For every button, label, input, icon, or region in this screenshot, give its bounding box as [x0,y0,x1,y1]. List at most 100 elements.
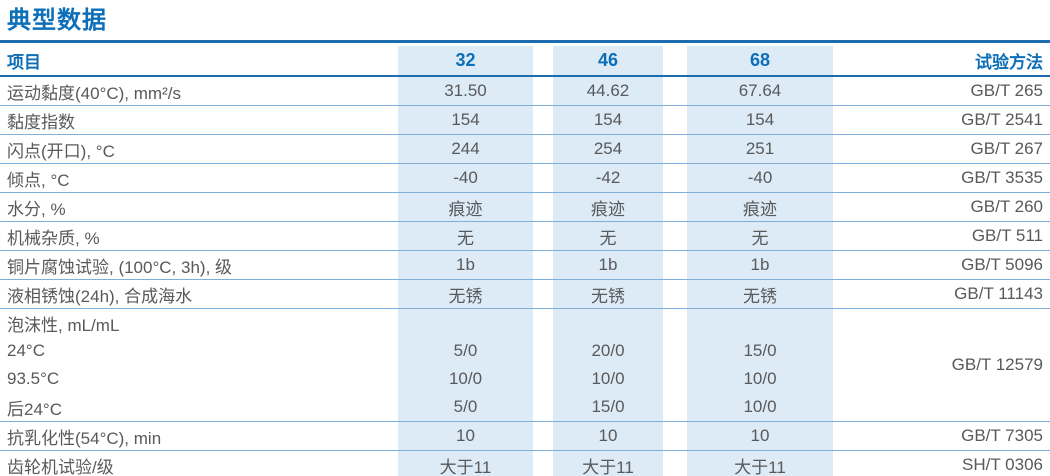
value-68: 大于11 [687,450,833,476]
row-label: 后24°C [7,399,62,419]
table-header-row: 项目 32 46 68 试验方法 [0,46,1050,77]
value-32: 痕迹 [398,192,533,222]
value-46: 15/0 [553,393,663,422]
table-row: 抗乳化性(54°C), min 10 10 10 GB/T 7305 [0,421,1050,451]
column-gap [533,308,553,337]
value-46: 无锈 [553,279,663,309]
test-method: GB/T 260 [833,192,1050,222]
column-header-grade-68: 68 [687,46,833,77]
table-row-foam-sub: 24°C 5/0 20/0 15/0 [0,337,1050,365]
column-gap [533,450,553,476]
column-gap [533,393,553,422]
value-68: 10/0 [687,365,833,393]
value-68: 无锈 [687,279,833,309]
row-label: 机械杂质, % [0,221,398,251]
column-gap [663,308,687,337]
value-68: 无 [687,221,833,251]
column-header-item: 项目 [0,46,398,77]
column-gap [663,46,687,77]
value-46: 痕迹 [553,192,663,222]
row-label: 水分, % [0,192,398,222]
test-method: GB/T 267 [833,134,1050,164]
value-32: -40 [398,163,533,193]
table-row-foam-sub: 后24°C 5/0 15/0 10/0 [0,393,1050,422]
value-32: 10 [398,421,533,451]
column-gap [663,134,687,164]
value-32: 244 [398,134,533,164]
value-46: 无 [553,221,663,251]
column-gap [663,393,687,422]
row-label: 运动黏度(40°C), mm²/s [0,75,398,106]
row-label: 93.5°C [7,369,60,388]
column-header-grade-46: 46 [553,46,663,77]
value-46: 20/0 [553,337,663,365]
column-gap [663,337,687,365]
value-46: -42 [553,163,663,193]
test-method: GB/T 3535 [833,163,1050,193]
row-label: 铜片腐蚀试验, (100°C, 3h), 级 [0,250,398,280]
value-32: 无锈 [398,279,533,309]
column-gap [663,421,687,451]
value-46: 大于11 [553,450,663,476]
column-gap [663,163,687,193]
table-row: 闪点(开口), °C 244 254 251 GB/T 267 [0,134,1050,164]
value-46: 44.62 [553,75,663,106]
table-row: 黏度指数 154 154 154 GB/T 2541 [0,105,1050,135]
row-label: 抗乳化性(54°C), min [0,421,398,451]
test-method: GB/T 12579 [833,308,1050,422]
test-method: SH/T 0306 [833,450,1050,476]
column-gap [663,192,687,222]
column-gap [533,46,553,77]
value-68: 10 [687,421,833,451]
value-68: 痕迹 [687,192,833,222]
value-32: 5/0 [398,337,533,365]
column-gap [533,337,553,365]
column-gap [533,163,553,193]
test-method: GB/T 11143 [833,279,1050,309]
table-row: 水分, % 痕迹 痕迹 痕迹 GB/T 260 [0,192,1050,222]
value-68 [687,308,833,337]
page-title: 典型数据 [7,7,107,34]
value-32 [398,308,533,337]
column-gap [533,192,553,222]
row-label: 闪点(开口), °C [0,134,398,164]
column-gap [533,105,553,135]
row-label: 倾点, °C [0,163,398,193]
value-46: 10 [553,421,663,451]
row-label: 齿轮机试验/级 [0,450,398,476]
value-32: 5/0 [398,393,533,422]
table-row: 液相锈蚀(24h), 合成海水 无锈 无锈 无锈 GB/T 11143 [0,279,1050,309]
test-method: GB/T 265 [833,75,1050,106]
table-row-foam-header: 泡沫性, mL/mL GB/T 12579 [0,308,1050,422]
value-32: 大于11 [398,450,533,476]
column-gap [533,421,553,451]
table-row: 铜片腐蚀试验, (100°C, 3h), 级 1b 1b 1b GB/T 509… [0,250,1050,280]
test-method: GB/T 511 [833,221,1050,251]
row-label: 24°C [7,341,45,360]
value-68: -40 [687,163,833,193]
column-gap [533,134,553,164]
test-method: GB/T 5096 [833,250,1050,280]
typical-data-table: 项目 32 46 68 试验方法 运动黏度(40°C), mm²/s 31.50… [0,46,1050,476]
value-68: 251 [687,134,833,164]
value-32: 31.50 [398,75,533,106]
column-gap [533,221,553,251]
value-68: 154 [687,105,833,135]
table-row: 机械杂质, % 无 无 无 GB/T 511 [0,221,1050,251]
title-rule-divider [0,40,1050,43]
value-68: 67.64 [687,75,833,106]
table-row: 齿轮机试验/级 大于11 大于11 大于11 SH/T 0306 [0,450,1050,476]
value-68: 15/0 [687,337,833,365]
row-label: 泡沫性, mL/mL [0,308,398,337]
value-46: 254 [553,134,663,164]
value-32: 无 [398,221,533,251]
column-gap [663,279,687,309]
column-gap [663,75,687,106]
value-32: 10/0 [398,365,533,393]
column-header-grade-32: 32 [398,46,533,77]
value-46: 10/0 [553,365,663,393]
column-gap [663,105,687,135]
test-method: GB/T 7305 [833,421,1050,451]
column-gap [663,365,687,393]
